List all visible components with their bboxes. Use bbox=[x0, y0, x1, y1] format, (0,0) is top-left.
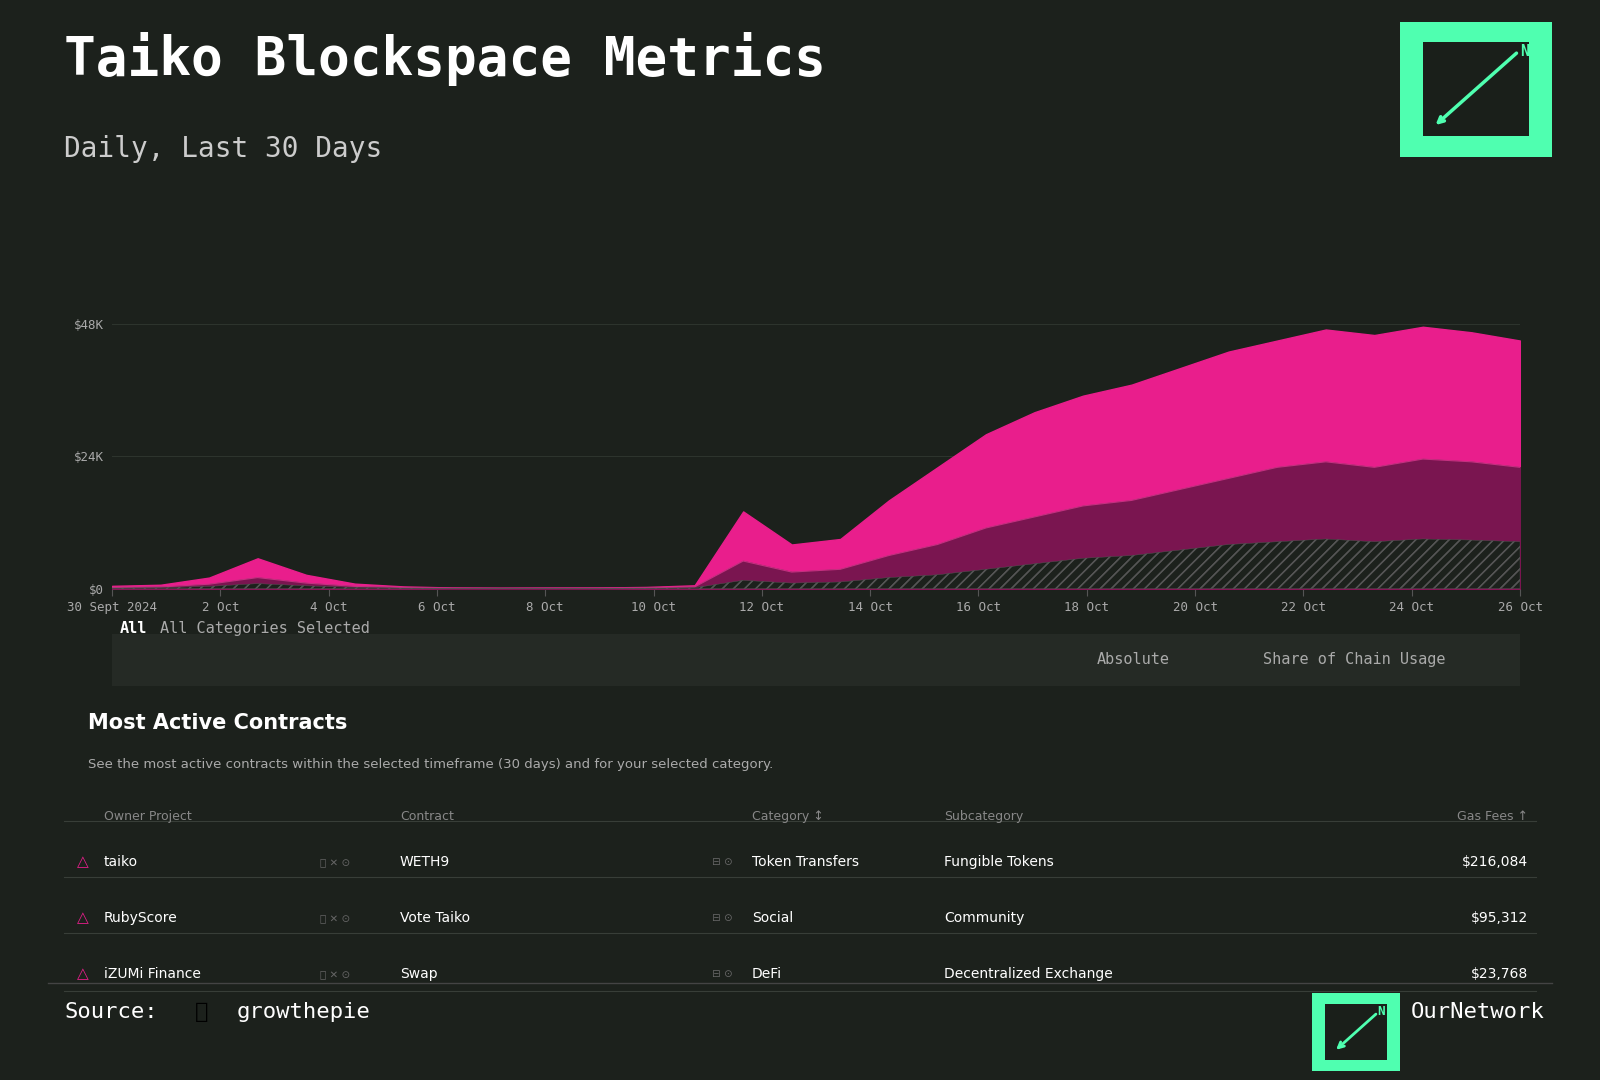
Text: All Categories Selected: All Categories Selected bbox=[160, 621, 370, 636]
Text: Gas Fees ↑: Gas Fees ↑ bbox=[1458, 810, 1528, 823]
Text: ⬜ ✕ ⊙: ⬜ ✕ ⊙ bbox=[320, 856, 350, 867]
Text: taiko: taiko bbox=[104, 855, 138, 868]
Text: RubyScore: RubyScore bbox=[104, 912, 178, 924]
Text: OurNetwork: OurNetwork bbox=[1411, 1002, 1546, 1023]
Text: Contract: Contract bbox=[400, 810, 454, 823]
Text: Vote Taiko: Vote Taiko bbox=[400, 912, 470, 924]
Text: ⬜ ✕ ⊙: ⬜ ✕ ⊙ bbox=[320, 969, 350, 980]
Text: ⊟ ⊙: ⊟ ⊙ bbox=[712, 856, 733, 867]
Text: $216,084: $216,084 bbox=[1462, 855, 1528, 868]
Text: Fungible Tokens: Fungible Tokens bbox=[944, 855, 1054, 868]
Text: See the most active contracts within the selected timeframe (30 days) and for yo: See the most active contracts within the… bbox=[88, 758, 773, 771]
Text: Taiko Blockspace Metrics: Taiko Blockspace Metrics bbox=[64, 32, 826, 86]
Text: $95,312: $95,312 bbox=[1470, 912, 1528, 924]
Text: N: N bbox=[1378, 1005, 1384, 1018]
Text: Source:: Source: bbox=[64, 1002, 158, 1023]
Text: ⊟ ⊙: ⊟ ⊙ bbox=[712, 969, 733, 980]
Text: Category ↕: Category ↕ bbox=[752, 810, 824, 823]
Text: $23,768: $23,768 bbox=[1470, 968, 1528, 981]
Text: iZUMi Finance: iZUMi Finance bbox=[104, 968, 202, 981]
Text: Share of Chain Usage: Share of Chain Usage bbox=[1262, 652, 1445, 667]
Text: All: All bbox=[120, 621, 147, 636]
Text: Decentralized Exchange: Decentralized Exchange bbox=[944, 968, 1112, 981]
Text: Token Transfers: Token Transfers bbox=[752, 855, 859, 868]
Text: DeFi: DeFi bbox=[752, 968, 782, 981]
Text: Social: Social bbox=[752, 912, 794, 924]
Text: ⊟ ⊙: ⊟ ⊙ bbox=[712, 913, 733, 923]
Text: Community: Community bbox=[944, 912, 1024, 924]
Text: ⬜ ✕ ⊙: ⬜ ✕ ⊙ bbox=[320, 913, 350, 923]
Text: △: △ bbox=[77, 910, 88, 926]
Text: Daily, Last 30 Days: Daily, Last 30 Days bbox=[64, 135, 382, 163]
Text: growthepie: growthepie bbox=[237, 1002, 371, 1023]
Text: Owner Project: Owner Project bbox=[104, 810, 192, 823]
Text: Most Active Contracts: Most Active Contracts bbox=[88, 713, 347, 733]
Text: Absolute: Absolute bbox=[1096, 652, 1170, 667]
Text: △: △ bbox=[77, 854, 88, 869]
Text: 🌱: 🌱 bbox=[195, 1002, 208, 1023]
Text: WETH9: WETH9 bbox=[400, 855, 450, 868]
Text: N: N bbox=[1520, 44, 1530, 58]
Text: △: △ bbox=[77, 967, 88, 982]
Text: Swap: Swap bbox=[400, 968, 438, 981]
Text: Subcategory: Subcategory bbox=[944, 810, 1024, 823]
FancyBboxPatch shape bbox=[1325, 1004, 1387, 1059]
FancyBboxPatch shape bbox=[1422, 42, 1530, 136]
